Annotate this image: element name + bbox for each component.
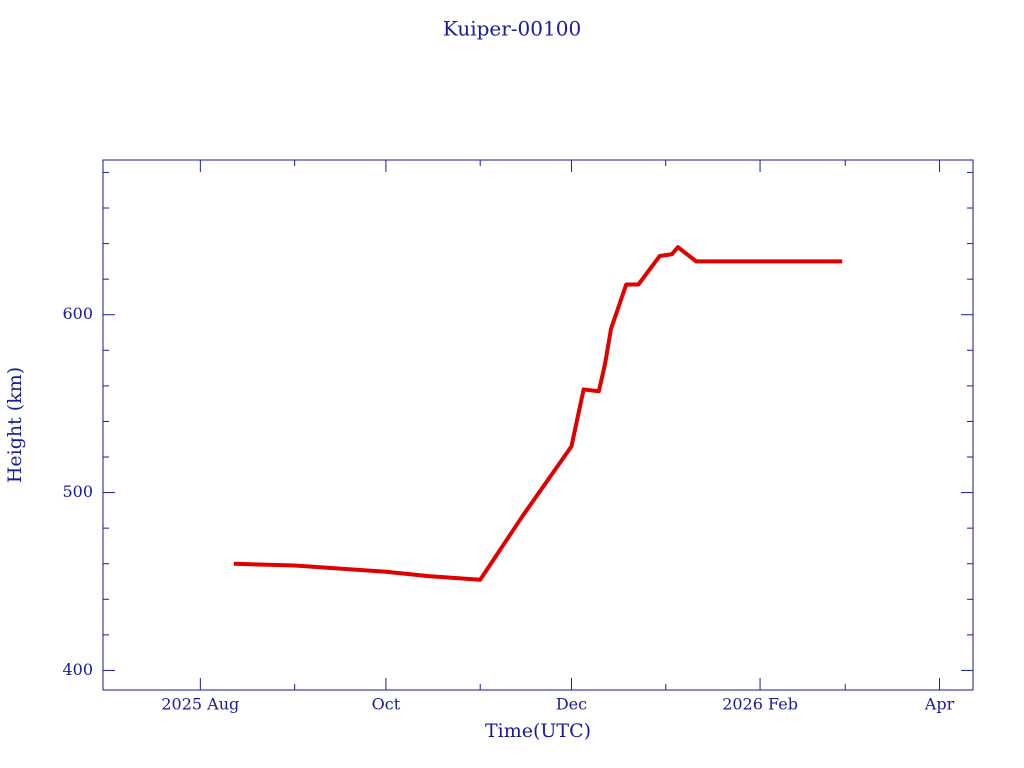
y-tick-label: 400 <box>62 660 93 679</box>
x-tick-label: Apr <box>924 695 955 714</box>
x-axis-label: Time(UTC) <box>485 720 591 742</box>
chart-title: Kuiper-00100 <box>443 17 581 41</box>
x-tick-label: 2025 Aug <box>161 695 239 714</box>
y-axis-label: Height (km) <box>4 367 26 483</box>
data-line <box>233 245 843 582</box>
y-tick-label: 600 <box>62 304 93 323</box>
y-tick-label: 500 <box>62 482 93 501</box>
x-tick-label: Dec <box>556 695 587 714</box>
x-tick-label: Oct <box>372 695 401 714</box>
plot-frame <box>102 159 974 691</box>
x-tick-label: 2026 Feb <box>722 695 798 714</box>
